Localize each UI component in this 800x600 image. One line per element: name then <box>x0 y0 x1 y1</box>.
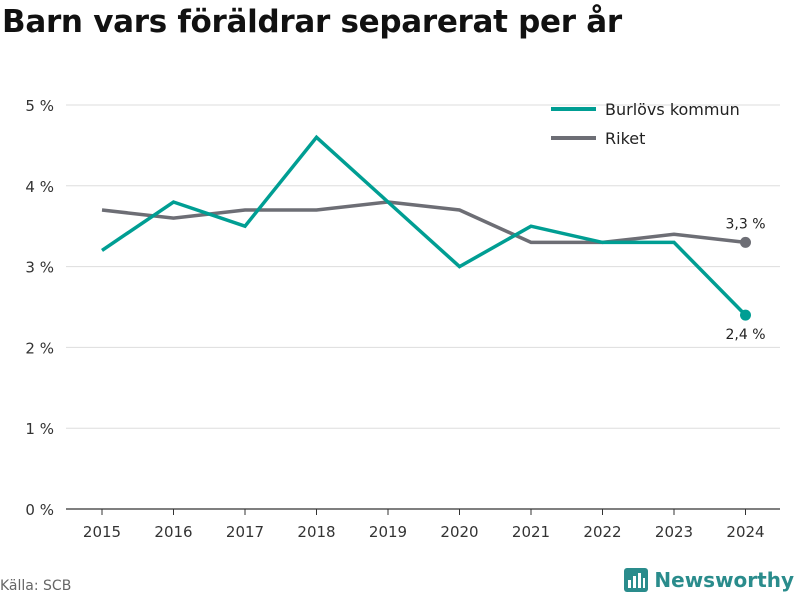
end-point-burlovs-kommun <box>740 309 751 321</box>
y-tick-label: 1 % <box>25 420 54 438</box>
end-label-riket: 3,3 % <box>725 216 765 232</box>
y-tick-label: 3 % <box>25 259 54 277</box>
x-tick-label: 2022 <box>583 523 621 541</box>
legend-label-burlovs-kommun: Burlövs kommun <box>605 100 740 119</box>
x-tick-label: 2018 <box>297 523 335 541</box>
y-tick-label: 2 % <box>25 339 54 357</box>
x-tick-label: 2015 <box>83 523 121 541</box>
source-label: Källa: SCB <box>0 578 72 594</box>
x-tick-label: 2021 <box>512 523 550 541</box>
end-point-riket <box>740 236 751 248</box>
chart-title: Barn vars föräldrar separerat per år <box>2 4 622 40</box>
x-tick-label: 2024 <box>726 523 764 541</box>
y-tick-label: 5 % <box>25 97 54 115</box>
brand-logo[interactable]: Newsworthy <box>624 568 794 592</box>
brand-name: Newsworthy <box>654 568 794 592</box>
y-tick-label: 4 % <box>25 178 54 196</box>
x-tick-label: 2017 <box>226 523 264 541</box>
end-label-burlovs-kommun: 2,4 % <box>725 327 765 343</box>
series-line-burlovs-kommun <box>101 134 747 317</box>
x-tick-label: 2023 <box>655 523 693 541</box>
x-tick-label: 2016 <box>154 523 192 541</box>
legend-label-riket: Riket <box>605 129 645 148</box>
x-tick-label: 2020 <box>440 523 478 541</box>
y-tick-label: 0 % <box>25 501 54 519</box>
newsworthy-logo-icon <box>624 568 649 592</box>
x-tick-label: 2019 <box>369 523 407 541</box>
